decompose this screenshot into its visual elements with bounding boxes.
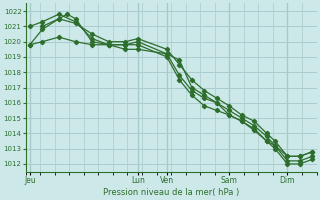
X-axis label: Pression niveau de la mer( hPa ): Pression niveau de la mer( hPa ) xyxy=(103,188,239,197)
